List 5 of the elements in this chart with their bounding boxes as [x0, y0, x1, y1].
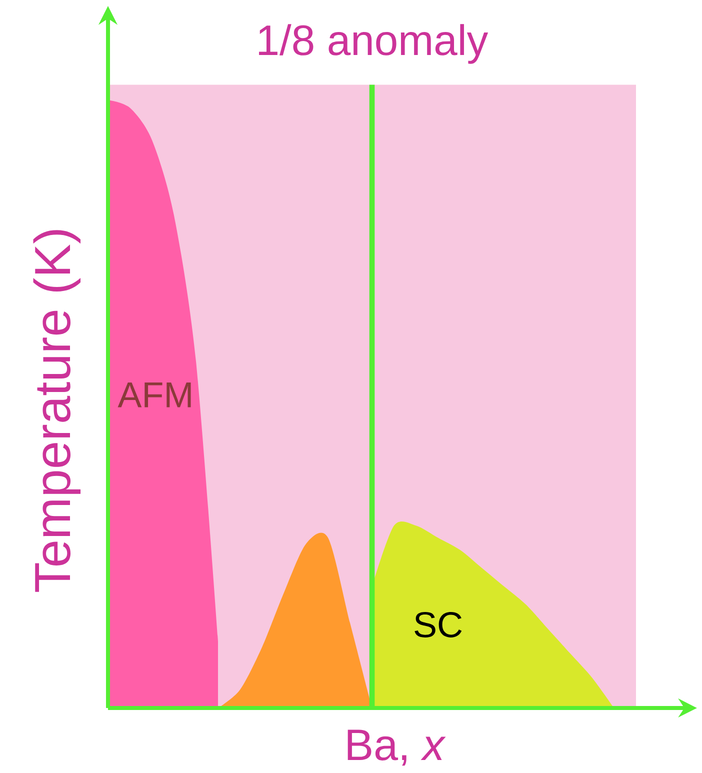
x-axis-title: Ba, x — [348, 730, 446, 766]
annotation: AFM — [118, 382, 191, 408]
annotation: SC — [414, 612, 462, 638]
chart-title: 1/8 anomaly — [259, 24, 488, 64]
y-axis-title: Temperature (K) — [33, 230, 81, 592]
